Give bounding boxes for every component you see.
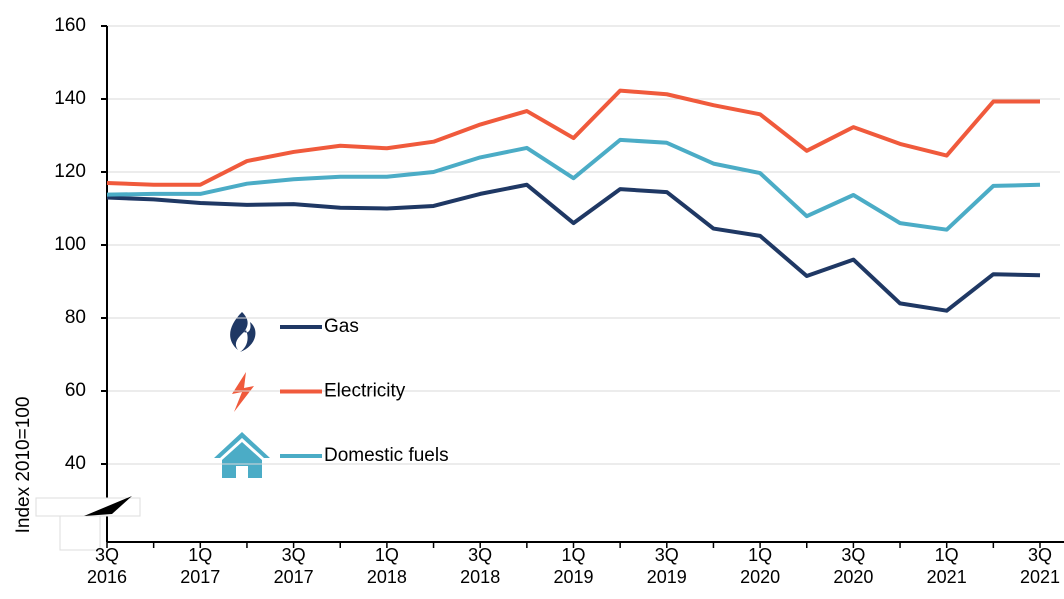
x-tick-label: 3Q 2016 [86,545,128,587]
legend-icons [214,312,270,478]
x-tick-label: 3Q 2019 [646,545,687,587]
series-line [106,137,1041,232]
electricity-icon [232,372,254,412]
x-tick-label: 1Q 2020 [740,545,781,587]
x-tick-label: 1Q 2019 [553,545,594,587]
x-tick-label: 1Q 2018 [366,545,407,587]
home-icon [222,442,262,478]
y-tick-label: 80 [65,307,86,328]
legend-label: Electricity [324,381,406,402]
x-tick-label: 1Q 2021 [926,545,967,587]
x-tick-label: 1Q 2017 [180,545,221,587]
x-tick-label: 3Q 2017 [273,545,314,587]
y-tick-label: 120 [54,161,86,182]
y-tick-label: 60 [65,380,86,401]
home-roof [214,432,270,458]
break-mark [84,496,132,516]
y-tick-label: 40 [65,453,86,474]
x-tick-label: 3Q 2021 [1019,545,1061,587]
y-tick-label: 160 [54,15,86,36]
series-line [106,182,1041,313]
legend-label: Gas [324,316,359,337]
x-tick-label: 3Q 2020 [833,545,874,587]
series-line [106,88,1040,187]
legend-label: Domestic fuels [324,445,449,466]
x-tick-label: 3Q 2018 [460,545,501,587]
y-tick-label: 100 [54,234,86,255]
grid [107,25,1060,465]
y-axis-label: Index 2010=100 [13,397,34,534]
break-box [59,515,101,551]
y-tick-label: 140 [54,88,86,109]
gas-icon [230,312,256,352]
